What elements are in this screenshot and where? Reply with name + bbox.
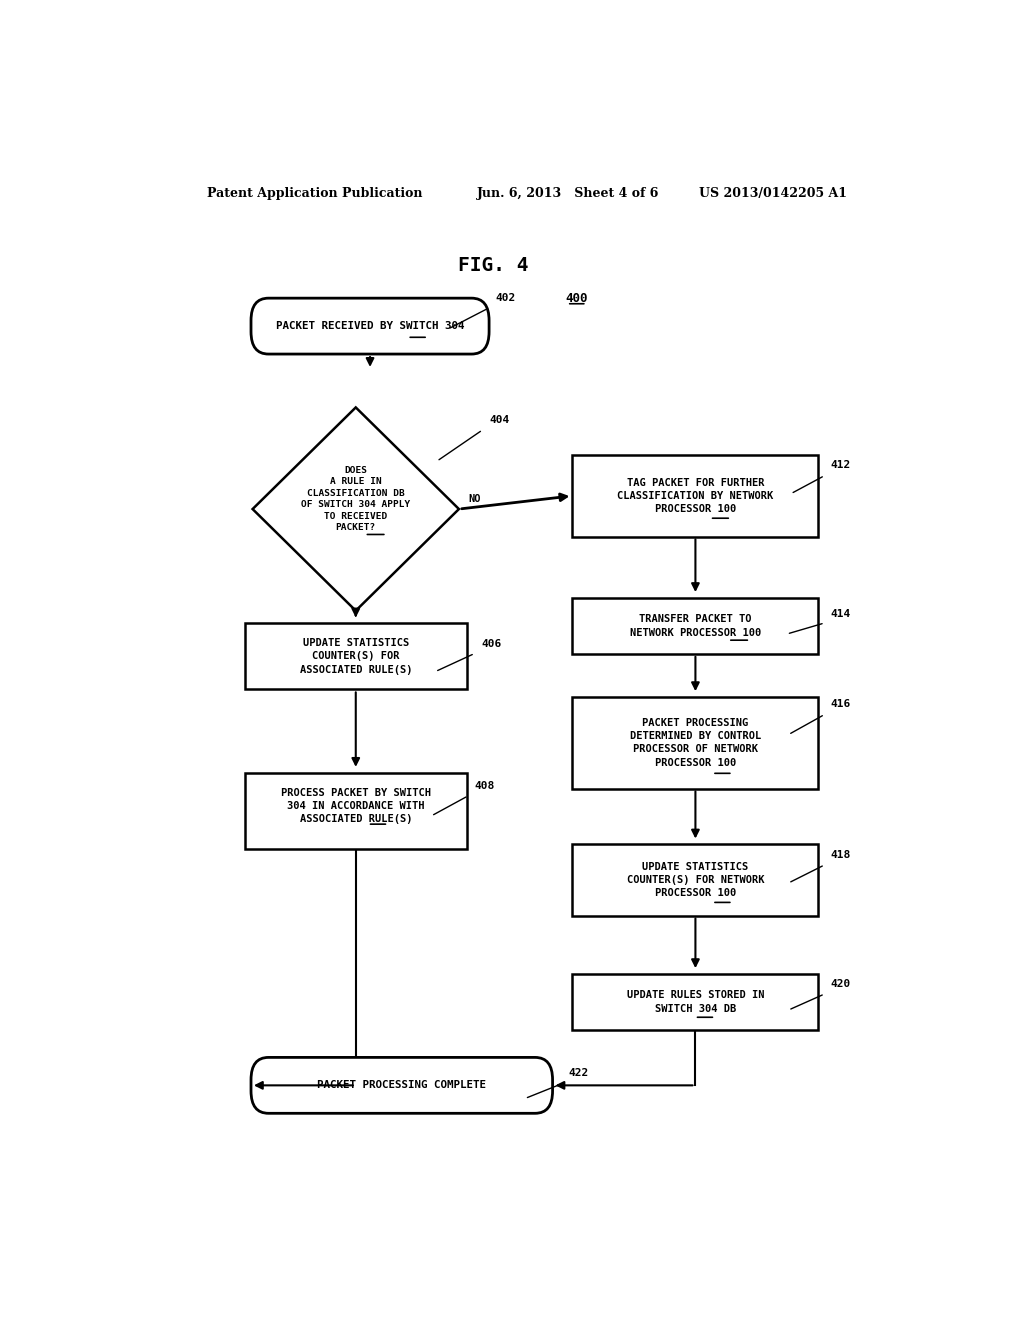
Text: UPDATE STATISTICS
COUNTER(S) FOR
ASSOCIATED RULE(S): UPDATE STATISTICS COUNTER(S) FOR ASSOCIA…	[299, 639, 412, 675]
Text: 418: 418	[830, 850, 851, 859]
Text: PROCESS PACKET BY SWITCH
304 IN ACCORDANCE WITH
ASSOCIATED RULE(S): PROCESS PACKET BY SWITCH 304 IN ACCORDAN…	[281, 788, 431, 824]
Text: 406: 406	[481, 639, 502, 649]
Text: PACKET RECEIVED BY SWITCH 304: PACKET RECEIVED BY SWITCH 304	[275, 321, 464, 331]
Text: UPDATE STATISTICS
COUNTER(S) FOR NETWORK
PROCESSOR 100: UPDATE STATISTICS COUNTER(S) FOR NETWORK…	[627, 862, 764, 898]
Text: Patent Application Publication: Patent Application Publication	[207, 187, 423, 201]
Bar	[572, 697, 818, 788]
Text: 420: 420	[830, 978, 851, 989]
Text: 412: 412	[830, 461, 851, 470]
Text: NO: NO	[468, 494, 481, 504]
Text: 400: 400	[565, 292, 588, 305]
FancyBboxPatch shape	[251, 1057, 553, 1113]
Text: 404: 404	[489, 414, 509, 425]
Text: FIG. 4: FIG. 4	[458, 256, 528, 275]
Text: PACKET PROCESSING
DETERMINED BY CONTROL
PROCESSOR OF NETWORK
PROCESSOR 100: PACKET PROCESSING DETERMINED BY CONTROL …	[630, 718, 761, 768]
Bar	[572, 974, 818, 1030]
FancyBboxPatch shape	[251, 298, 489, 354]
Text: US 2013/0142205 A1: US 2013/0142205 A1	[699, 187, 848, 201]
Text: DOES
A RULE IN
CLASSIFICATION DB
OF SWITCH 304 APPLY
TO RECEIVED
PACKET?: DOES A RULE IN CLASSIFICATION DB OF SWIT…	[301, 466, 411, 532]
Text: YES: YES	[340, 631, 358, 642]
Bar	[245, 772, 467, 849]
Text: 422: 422	[568, 1068, 589, 1078]
Bar	[572, 598, 818, 653]
Bar	[245, 623, 467, 689]
Bar	[572, 455, 818, 536]
Text: TAG PACKET FOR FURTHER
CLASSIFICATION BY NETWORK
PROCESSOR 100: TAG PACKET FOR FURTHER CLASSIFICATION BY…	[617, 478, 773, 513]
Text: 402: 402	[496, 293, 516, 302]
Text: 416: 416	[830, 700, 851, 709]
Text: 408: 408	[475, 780, 495, 791]
Text: 414: 414	[830, 609, 851, 619]
Text: UPDATE RULES STORED IN
SWITCH 304 DB: UPDATE RULES STORED IN SWITCH 304 DB	[627, 990, 764, 1014]
Text: TRANSFER PACKET TO
NETWORK PROCESSOR 100: TRANSFER PACKET TO NETWORK PROCESSOR 100	[630, 614, 761, 638]
Text: PACKET PROCESSING COMPLETE: PACKET PROCESSING COMPLETE	[317, 1080, 486, 1090]
Polygon shape	[253, 408, 459, 611]
Bar	[572, 845, 818, 916]
Text: Jun. 6, 2013   Sheet 4 of 6: Jun. 6, 2013 Sheet 4 of 6	[477, 187, 659, 201]
